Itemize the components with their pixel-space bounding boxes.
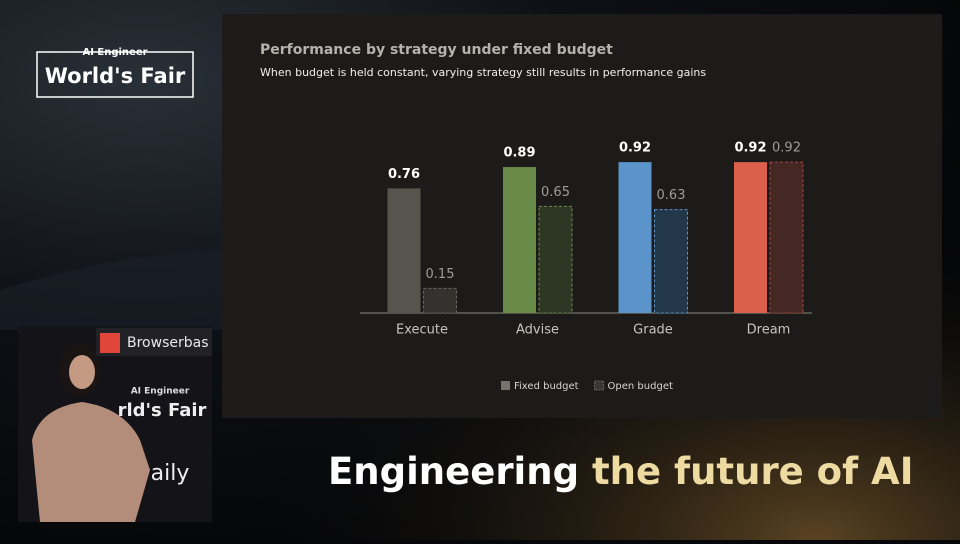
value-label: 0.76	[388, 167, 420, 182]
x-tick-label: Advise	[516, 323, 559, 338]
value-label: 0.92	[619, 141, 651, 156]
bar	[654, 209, 688, 314]
bar	[769, 161, 804, 314]
logo-name: World's Fair	[45, 64, 186, 88]
caption-part: Engineering	[328, 450, 579, 493]
legend-swatch	[594, 380, 605, 391]
x-tick-label: Dream	[747, 323, 791, 338]
bar	[423, 287, 457, 314]
speaker-face	[69, 355, 95, 389]
x-tick-label: Grade	[633, 323, 673, 338]
bar	[503, 167, 536, 313]
caption-part: the future of AI	[592, 450, 914, 493]
bar	[618, 162, 652, 313]
value-label: 0.92	[734, 141, 766, 156]
video-sign: Browserbas	[127, 335, 209, 351]
logo-box	[36, 51, 194, 98]
video-sign: rld's Fair	[118, 400, 207, 421]
video-sign: aily	[151, 461, 190, 486]
speaker-body	[32, 402, 150, 522]
speaker-video: Browserbas AI Engineer rld's Fair aily	[18, 326, 212, 522]
slide	[222, 14, 942, 418]
video-sign: AI Engineer	[131, 387, 190, 397]
legend-label: Fixed budget	[514, 381, 579, 392]
bar	[387, 188, 421, 313]
sign-logo	[100, 333, 120, 353]
legend-swatch	[501, 381, 510, 390]
value-label: 0.63	[657, 188, 686, 203]
caption: Engineering the future of AI	[328, 450, 913, 493]
bar	[734, 162, 767, 313]
logo-kicker: AI Engineer	[82, 47, 147, 58]
bar	[538, 205, 573, 314]
chart-title: Performance by strategy under fixed budg…	[260, 42, 613, 58]
value-label: 0.15	[426, 267, 455, 282]
value-label: 0.65	[541, 185, 570, 200]
legend-label: Open budget	[608, 381, 673, 392]
earth-horizon	[0, 250, 222, 330]
chart-subtitle: When budget is held constant, varying st…	[260, 66, 706, 79]
x-tick-label: Execute	[396, 323, 448, 338]
value-label: 0.89	[503, 146, 535, 161]
value-label: 0.92	[772, 141, 801, 156]
